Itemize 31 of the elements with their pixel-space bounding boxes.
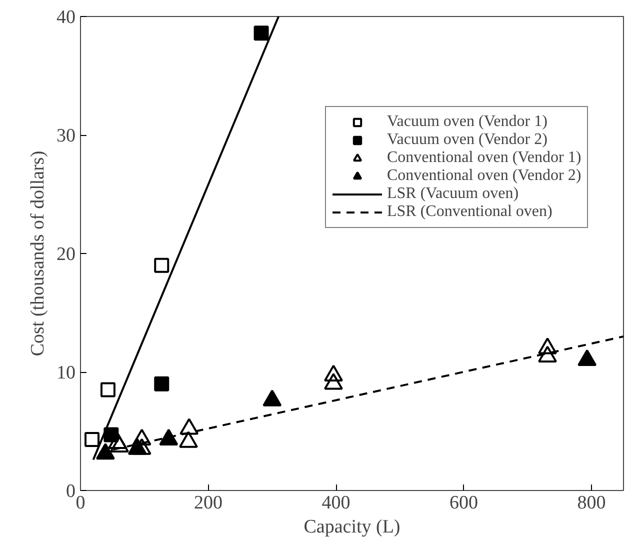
legend-label: Vacuum oven (Vendor 1) <box>387 113 548 131</box>
legend-label: Conventional oven (Vendor 1) <box>387 149 582 167</box>
point <box>159 428 178 446</box>
legend-label: LSR (Vacuum oven) <box>387 185 519 203</box>
point <box>262 390 282 406</box>
point <box>154 258 170 273</box>
y-axis-title: Cost (thousands of dollars) <box>28 150 48 356</box>
point <box>180 418 199 435</box>
legend-label: Vacuum oven (Vendor 2) <box>387 131 548 149</box>
x-tick-label: 600 <box>450 492 478 514</box>
y-tick-label: 40 <box>56 7 76 28</box>
x-tick-label: 400 <box>322 492 350 514</box>
point <box>538 346 557 362</box>
point <box>110 436 129 453</box>
x-tick-label: 800 <box>577 492 606 514</box>
point <box>96 442 115 460</box>
point <box>324 364 343 382</box>
legend-label: Conventional oven (Vendor 2) <box>387 167 582 185</box>
point <box>132 428 152 446</box>
point <box>324 373 343 390</box>
y-tick-label: 20 <box>56 244 76 265</box>
point <box>538 337 557 354</box>
legend-label: LSR (Conventional oven) <box>387 203 552 221</box>
y-tick-label: 30 <box>56 126 76 146</box>
y-tick-label: 10 <box>56 362 76 384</box>
point <box>578 349 597 366</box>
point <box>254 26 269 41</box>
x-axis-title: Capacity (L) <box>304 516 400 538</box>
point <box>178 431 198 448</box>
x-tick-label: 200 <box>194 492 223 514</box>
point <box>128 438 147 455</box>
